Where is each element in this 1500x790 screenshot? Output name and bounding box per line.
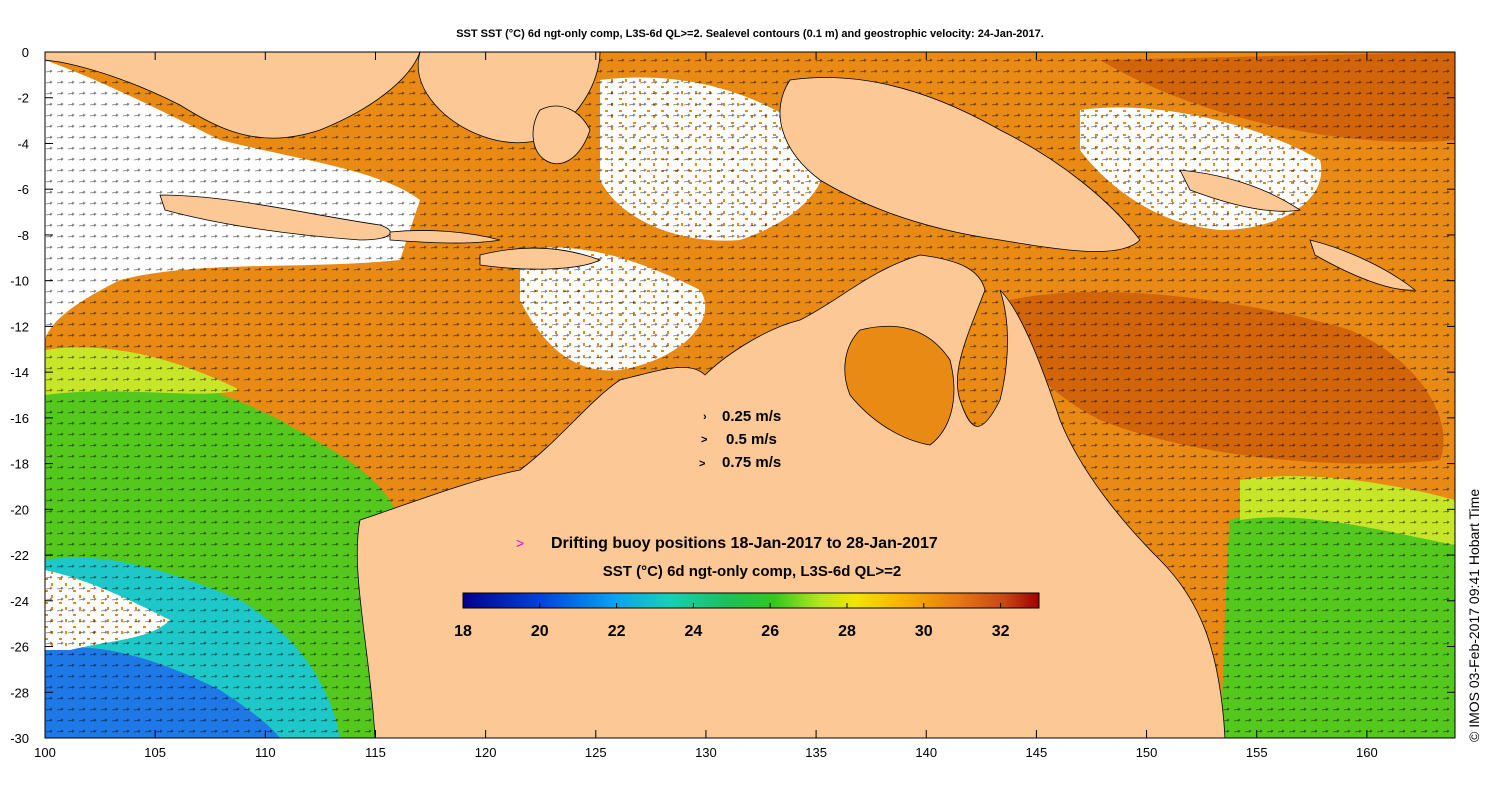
velocity-arrow-symbol: > <box>701 434 707 446</box>
y-tick-label: -14 <box>10 365 29 380</box>
y-tick-label: -30 <box>10 731 29 746</box>
land-new-guinea <box>779 77 1141 252</box>
x-tick-label: 155 <box>1246 745 1268 760</box>
velocity-arrow-symbol: › <box>703 411 707 423</box>
y-tick-label: -4 <box>17 136 29 151</box>
land-new-britain <box>1179 169 1302 212</box>
colorbar-ticks: 18 20 22 24 26 28 30 32 <box>454 603 1010 640</box>
colorbar-tick-label: 20 <box>531 623 549 640</box>
x-tick-label: 100 <box>34 745 56 760</box>
plot-frame <box>44 51 1456 739</box>
colorbar-tick-label: 28 <box>838 623 856 640</box>
x-tick-label: 120 <box>475 745 497 760</box>
y-tick-label: -20 <box>10 502 29 517</box>
x-axis: 100 105 110 115 120 125 130 135 140 145 150 155 160 <box>34 52 1378 760</box>
x-tick-label: 140 <box>915 745 937 760</box>
velocity-legend-label: 0.25 m/s <box>722 408 781 425</box>
velocity-legend-label: 0.5 m/s <box>726 431 777 448</box>
velocity-legend: › 0.25 m/s > 0.5 m/s > 0.75 m/s <box>699 408 781 471</box>
land-timor <box>479 247 602 270</box>
colorbar-tick-label: 30 <box>915 623 933 640</box>
land-australia <box>356 254 1226 738</box>
x-tick-label: 130 <box>695 745 717 760</box>
gulf-of-carpentaria <box>844 325 955 446</box>
y-axis: 0 -2 -4 -6 -8 -10 -12 -14 -16 -18 -20 -22 -24 -26 -28 -… <box>10 45 1455 746</box>
x-tick-label: 115 <box>365 745 386 760</box>
y-tick-label: -26 <box>10 640 29 655</box>
y-tick-label: -10 <box>10 274 29 289</box>
y-tick-label: -12 <box>10 319 29 334</box>
colorbar-tick-label: 32 <box>992 623 1010 640</box>
velocity-legend-label: 0.75 m/s <box>722 454 781 471</box>
x-tick-label: 160 <box>1356 745 1378 760</box>
x-tick-label: 125 <box>585 745 607 760</box>
x-tick-label: 110 <box>255 745 276 760</box>
y-tick-label: -8 <box>17 228 29 243</box>
land-solomon <box>1309 239 1417 291</box>
x-tick-label: 135 <box>805 745 827 760</box>
colorbar-tick-label: 24 <box>685 623 703 640</box>
y-tick-label: 0 <box>22 45 29 60</box>
y-tick-label: -22 <box>10 548 29 563</box>
sst-field <box>45 52 1455 738</box>
y-tick-label: -2 <box>17 91 29 106</box>
y-tick-label: -24 <box>10 594 29 609</box>
land <box>45 52 1417 738</box>
buoy-symbol: > <box>516 535 524 551</box>
velocity-arrow-symbol: > <box>699 458 705 470</box>
x-tick-label: 150 <box>1136 745 1158 760</box>
x-tick-label: 105 <box>144 745 166 760</box>
map-title: SST SST (°C) 6d ngt-only comp, L3S-6d QL… <box>456 28 1044 40</box>
colorbar-tick-label: 18 <box>454 623 472 640</box>
buoy-legend: > Drifting buoy positions 18-Jan-2017 to… <box>516 535 938 552</box>
colorbar: SST (°C) 6d ngt-only comp, L3S-6d QL>=2 … <box>454 563 1040 640</box>
land-java <box>159 194 391 241</box>
y-tick-label: -16 <box>10 411 29 426</box>
y-tick-label: -18 <box>10 457 29 472</box>
x-tick-label: 145 <box>1026 745 1048 760</box>
credit-text: © IMOS 03-Feb-2017 09:41 Hobart Time <box>1466 488 1482 742</box>
colorbar-label: SST (°C) 6d ngt-only comp, L3S-6d QL>=2 <box>603 563 902 580</box>
colorbar-tick-label: 22 <box>608 623 626 640</box>
land-sunda <box>389 230 501 244</box>
y-tick-label: -6 <box>17 182 29 197</box>
buoy-legend-label: Drifting buoy positions 18-Jan-2017 to 2… <box>551 535 938 552</box>
land-sulawesi <box>532 105 591 165</box>
land-sumatra <box>45 52 421 139</box>
y-tick-label: -28 <box>10 685 29 700</box>
colorbar-tick-label: 26 <box>761 623 779 640</box>
colorbar-scale <box>462 592 1040 609</box>
